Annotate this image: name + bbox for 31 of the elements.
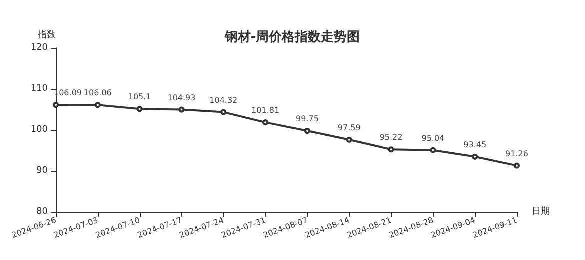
data-label: 95.22 — [380, 133, 403, 142]
point — [514, 162, 520, 169]
data-label: 104.93 — [168, 93, 196, 102]
point — [94, 102, 101, 108]
data-label: 91.26 — [506, 149, 528, 158]
y-axis-title: 指数 — [37, 30, 56, 40]
data-label: 101.81 — [252, 106, 280, 116]
point — [472, 154, 478, 160]
data-label: 105.1 — [128, 92, 152, 102]
point — [178, 106, 185, 113]
y-tick-label: 120 — [30, 43, 48, 53]
point — [262, 120, 269, 126]
chart-title: 钢材-周价格指数走势图 — [224, 29, 360, 45]
data-label: 97.59 — [338, 123, 361, 132]
point — [53, 102, 59, 108]
data-label: 95.04 — [422, 134, 445, 143]
y-tick-label: 100 — [30, 125, 48, 135]
point — [346, 136, 352, 143]
data-label: 99.75 — [296, 114, 319, 124]
point — [430, 147, 436, 154]
point — [388, 146, 394, 153]
y-tick-label: 110 — [30, 84, 48, 94]
data-label: 106.06 — [84, 88, 112, 98]
y-tick-label: 80 — [36, 207, 48, 217]
point — [220, 109, 227, 116]
point — [304, 128, 310, 134]
x-axis-title: 日期 — [532, 206, 550, 217]
y-tick-label: 90 — [36, 166, 48, 176]
data-label: 93.45 — [464, 140, 487, 150]
data-label: 104.32 — [210, 96, 238, 105]
point — [136, 106, 143, 112]
